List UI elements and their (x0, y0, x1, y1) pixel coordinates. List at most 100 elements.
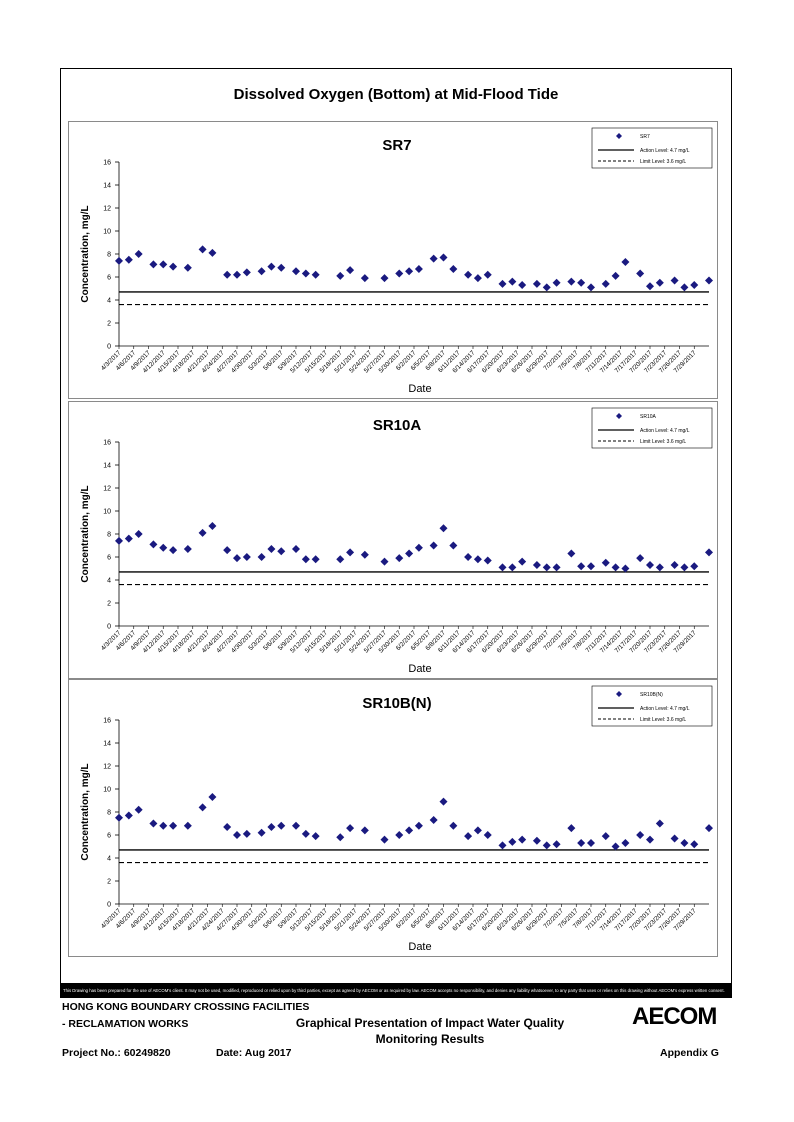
data-point (380, 835, 389, 844)
data-point (233, 270, 241, 279)
data-point (705, 548, 713, 557)
y-tick-label: 6 (107, 275, 111, 282)
data-point (552, 563, 561, 572)
data-point (670, 276, 679, 285)
project-number: Project No.: 60249820 (62, 1047, 171, 1059)
data-point (311, 832, 320, 841)
report-title: Graphical Presentation of Impact Water Q… (270, 1015, 590, 1047)
legend-box (591, 127, 713, 169)
data-point (208, 248, 217, 257)
data-point (233, 831, 241, 839)
y-tick-label: 10 (103, 229, 111, 236)
y-tick-label: 8 (107, 252, 111, 259)
data-point (439, 253, 448, 262)
data-point (115, 256, 123, 265)
y-tick-label: 16 (103, 160, 111, 167)
data-point (277, 547, 286, 556)
data-point (124, 811, 133, 820)
legend-limit-label: Limit Level: 3.6 mg/L (640, 717, 686, 723)
data-point (380, 557, 389, 566)
data-point (301, 555, 310, 564)
legend-action-label: Action Level: 4.7 mg/L (640, 148, 690, 154)
data-point (149, 819, 158, 828)
data-point (680, 283, 689, 292)
data-point (257, 828, 266, 837)
y-tick-label: 12 (103, 206, 111, 213)
report-title-line2: Monitoring Results (375, 1032, 485, 1046)
data-point (267, 544, 276, 553)
data-point (542, 841, 551, 850)
data-point (242, 553, 251, 561)
data-point (429, 254, 438, 263)
data-point (705, 824, 713, 833)
legend-marker (616, 133, 622, 139)
data-point (169, 821, 178, 830)
aecom-logo: AECOM (632, 1003, 717, 1030)
y-axis-label: Concentration, mg/L (80, 763, 91, 860)
data-point (223, 546, 232, 555)
data-point (655, 563, 664, 572)
data-point (552, 278, 561, 287)
data-point (464, 270, 473, 279)
data-point (449, 821, 458, 830)
data-point (405, 549, 414, 558)
data-point (134, 805, 143, 814)
data-point (336, 271, 345, 280)
data-point (621, 839, 630, 848)
data-point (292, 821, 300, 830)
data-point (277, 263, 286, 272)
y-axis-label: Concentration, mg/L (80, 485, 91, 582)
data-point (577, 839, 586, 848)
data-point (346, 266, 355, 275)
chart-title: SR7 (382, 137, 411, 154)
y-tick-label: 4 (107, 298, 111, 305)
legend-limit-label: Limit Level: 3.6 mg/L (640, 439, 686, 445)
y-tick-label: 16 (103, 440, 111, 447)
data-point (311, 270, 320, 279)
data-point (208, 521, 217, 530)
data-point (336, 833, 345, 842)
data-point (532, 561, 541, 570)
data-point (655, 819, 664, 828)
data-point (518, 557, 527, 566)
y-tick-label: 2 (107, 601, 111, 608)
data-point (508, 277, 517, 286)
data-point (429, 816, 438, 825)
legend-series-label: SR10A (640, 414, 657, 420)
data-point (518, 281, 527, 290)
data-point (508, 563, 517, 572)
project-name-line1: HONG KONG BOUNDARY CROSSING FACILITIES (62, 1001, 310, 1013)
data-point (159, 543, 168, 552)
data-point (498, 563, 507, 572)
y-tick-label: 12 (103, 486, 111, 493)
y-tick-label: 0 (107, 344, 111, 351)
legend-limit-label: Limit Level: 3.6 mg/L (640, 159, 686, 165)
chart-title: SR10A (373, 417, 422, 434)
data-point (473, 826, 482, 835)
data-point (183, 263, 192, 272)
data-point (257, 553, 266, 561)
data-point (646, 282, 654, 291)
data-point (690, 562, 699, 571)
data-point (301, 829, 310, 838)
y-tick-label: 16 (103, 718, 111, 725)
y-tick-label: 0 (107, 624, 111, 631)
data-point (395, 554, 404, 563)
data-point (429, 541, 438, 550)
data-point (542, 563, 551, 572)
data-point (233, 554, 241, 563)
data-point (587, 839, 595, 848)
data-point (223, 270, 232, 279)
data-point (508, 837, 517, 846)
data-point (336, 555, 345, 564)
legend-box (591, 685, 713, 727)
data-point (183, 544, 192, 553)
data-point (198, 803, 207, 812)
data-point (169, 262, 178, 271)
legend-box (591, 407, 713, 449)
data-point (134, 530, 143, 538)
data-point (464, 553, 473, 561)
data-point (380, 274, 389, 283)
report-date: Date: Aug 2017 (216, 1047, 292, 1059)
y-tick-label: 10 (103, 509, 111, 516)
